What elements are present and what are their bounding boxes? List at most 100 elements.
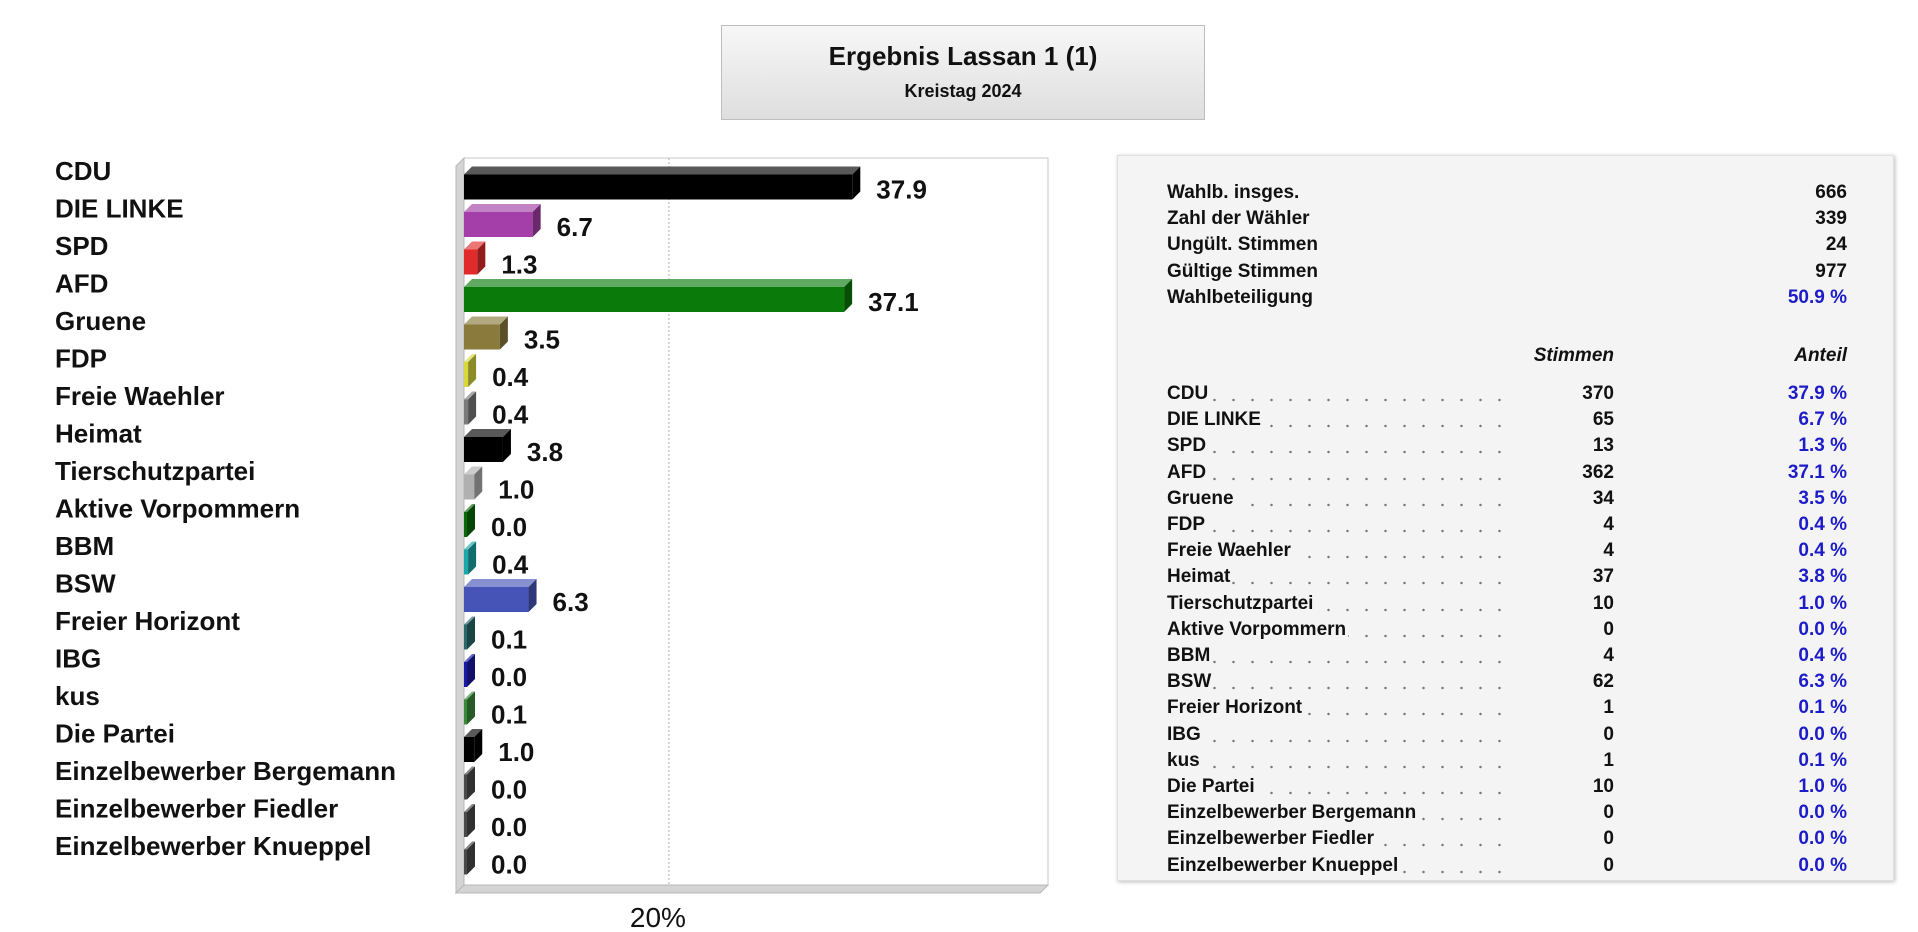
- dot-leader: [1167, 512, 1502, 538]
- category-label: BBM: [55, 531, 114, 561]
- share-value: 0.0 %: [1798, 854, 1847, 876]
- bar-value-label: 0.1: [491, 700, 527, 730]
- summary-row: Ungült. Stimmen 24: [1167, 232, 1847, 259]
- category-label: Einzelbewerber Knueppel: [55, 831, 371, 861]
- table-row: Heimat 37 3.8 %: [1167, 564, 1847, 591]
- dot-leader: [1167, 747, 1502, 774]
- category-label: Tierschutzpartei: [55, 456, 255, 486]
- row-label: Wahlb. insges.: [1167, 180, 1302, 206]
- dot-leader: [1167, 721, 1502, 748]
- bar: [464, 729, 483, 762]
- share-value: 339: [1815, 208, 1847, 230]
- bar: [464, 579, 537, 612]
- table-row: IBG 0 0.0 %: [1167, 721, 1847, 748]
- category-label: Einzelbewerber Fiedler: [55, 794, 338, 824]
- share-value: 24: [1825, 234, 1847, 256]
- table-row: SPD 13 1.3 %: [1167, 433, 1847, 460]
- bar-value-label: 1.0: [498, 737, 534, 767]
- votes-value: 10: [1592, 592, 1614, 614]
- votes-header: Stimmen: [1533, 345, 1614, 366]
- votes-value: 0: [1603, 828, 1614, 850]
- bar-value-label: 1.3: [501, 250, 537, 280]
- votes-value: 0: [1603, 802, 1614, 824]
- bar-value-label: 0.1: [491, 625, 527, 655]
- category-label: SPD: [55, 231, 108, 261]
- bar: [464, 654, 475, 687]
- row-label: IBG: [1167, 721, 1203, 748]
- table-row: Einzelbewerber Bergemann 0 0.0 %: [1167, 800, 1847, 827]
- category-label: Gruene: [55, 306, 146, 336]
- row-label: Einzelbewerber Fiedler: [1167, 826, 1376, 853]
- share-value: 6.3 %: [1798, 671, 1847, 693]
- share-value: 0.4 %: [1798, 514, 1847, 535]
- votes-value: 65: [1592, 409, 1614, 431]
- votes-value: 10: [1592, 776, 1614, 797]
- table-row: Freie Waehler 4 0.4 %: [1167, 538, 1847, 565]
- row-label: DIE LINKE: [1167, 407, 1263, 434]
- row-label: Zahl der Wähler: [1167, 206, 1312, 233]
- dot-leader: [1167, 459, 1502, 486]
- summary-row: Wahlb. insges. 666: [1167, 180, 1847, 206]
- plot-area: [463, 157, 1049, 886]
- share-value: 0.0 %: [1798, 828, 1847, 850]
- summary-row: Gültige Stimmen 977: [1167, 258, 1847, 285]
- row-label: CDU: [1167, 381, 1211, 407]
- dot-leader: [1167, 433, 1502, 460]
- row-label: Freier Horizont: [1167, 695, 1305, 722]
- category-label: Aktive Vorpommern: [55, 494, 300, 524]
- votes-value: 4: [1603, 645, 1614, 666]
- result-table: Wahlb. insges. 666 Zahl der Wähler 339 Ungül…: [1117, 155, 1894, 881]
- category-label: Die Partei: [55, 719, 175, 749]
- row-label: Gültige Stimmen: [1167, 258, 1320, 285]
- chart-subtitle: Kreistag 2024: [904, 81, 1022, 101]
- table-header: Stimmen Anteil: [1167, 343, 1847, 369]
- share-value: 0.0 %: [1798, 723, 1847, 745]
- category-label: CDU: [55, 156, 111, 186]
- table-row: Einzelbewerber Fiedler 0 0.0 %: [1167, 826, 1847, 853]
- bar: [464, 766, 475, 800]
- chart-title: Ergebnis Lassan 1 (1): [828, 41, 1098, 71]
- category-label: IBG: [55, 644, 101, 674]
- bar-value-label: 0.0: [491, 512, 527, 542]
- share-value: 977: [1815, 260, 1847, 282]
- bar: [464, 391, 477, 425]
- bar: [464, 504, 475, 537]
- bar-value-label: 0.4: [492, 400, 529, 430]
- category-label: kus: [55, 681, 100, 711]
- votes-value: 0: [1603, 618, 1614, 640]
- share-value: 0.1 %: [1798, 749, 1847, 771]
- bar: [464, 316, 508, 350]
- bar-value-label: 0.0: [491, 850, 527, 880]
- bar-value-label: 0.4: [492, 550, 529, 580]
- bar-value-label: 6.3: [553, 587, 589, 617]
- share-value: 666: [1815, 182, 1847, 203]
- votes-value: 34: [1592, 487, 1614, 509]
- votes-value: 13: [1592, 435, 1614, 457]
- row-label: Freie Waehler: [1167, 538, 1293, 565]
- share-value: 0.4 %: [1798, 540, 1847, 562]
- row-label: BBM: [1167, 643, 1213, 669]
- share-value: 50.9 %: [1787, 286, 1847, 308]
- share-value: 6.7 %: [1798, 409, 1847, 431]
- share-value: 0.1 %: [1798, 697, 1847, 719]
- row-label: Heimat: [1167, 564, 1233, 591]
- x-tick-label: 20%: [630, 902, 686, 930]
- share-value: 37.9 %: [1787, 383, 1847, 404]
- category-label: Freie Waehler: [55, 381, 225, 411]
- table-row: Die Partei 10 1.0 %: [1167, 774, 1847, 800]
- summary-row: Wahlbeteiligung 50.9 %: [1167, 284, 1847, 311]
- votes-value: 362: [1582, 461, 1614, 483]
- row-label: Ungült. Stimmen: [1167, 232, 1320, 259]
- share-value: 3.5 %: [1798, 487, 1847, 509]
- share-value: 37.1 %: [1787, 461, 1847, 483]
- votes-value: 62: [1592, 671, 1614, 693]
- category-label: Einzelbewerber Bergemann: [55, 756, 396, 786]
- row-label: Einzelbewerber Knueppel: [1167, 852, 1401, 879]
- share-value: 0.0 %: [1798, 618, 1847, 640]
- bar-value-label: 37.1: [868, 287, 919, 317]
- bar-value-label: 0.0: [491, 775, 527, 805]
- row-label: Gruene: [1167, 485, 1236, 512]
- bar-value-label: 0.0: [491, 662, 527, 692]
- category-label: DIE LINKE: [55, 194, 184, 224]
- bar: [464, 841, 475, 875]
